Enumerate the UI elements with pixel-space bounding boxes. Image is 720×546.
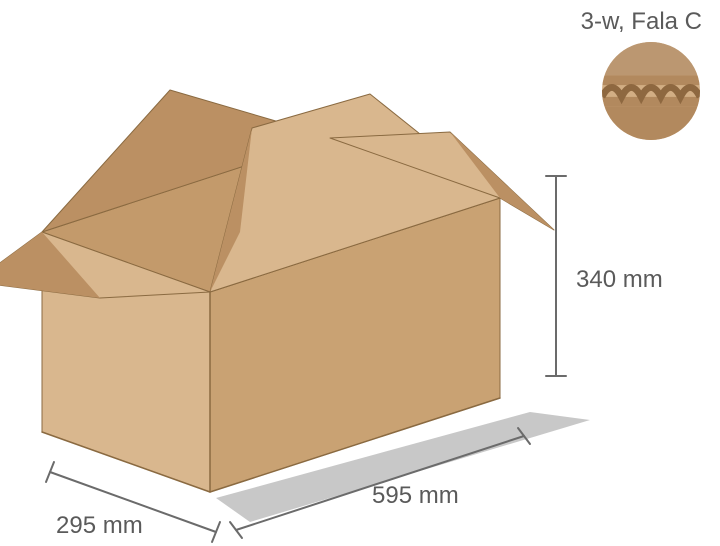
cardboard-type-label: 3-w, Fala C	[581, 8, 702, 36]
corrugation-cross-section	[602, 42, 700, 140]
depth-label: 295 mm	[56, 512, 143, 540]
height-label: 340 mm	[576, 266, 663, 294]
product-diagram: 295 mm 595 mm 340 mm 3-w, Fala C	[0, 0, 720, 546]
length-label: 595 mm	[372, 482, 459, 510]
corrugation-swatch	[602, 42, 700, 140]
